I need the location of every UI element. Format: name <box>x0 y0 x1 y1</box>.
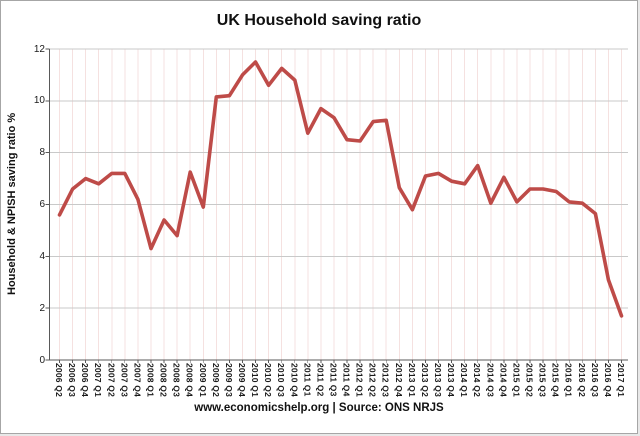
x-tick-label: 2006 Q4 <box>80 363 91 398</box>
saving-ratio-line <box>57 60 624 318</box>
y-tick-label: 10 <box>33 95 45 107</box>
y-tick-label: 8 <box>39 147 45 159</box>
x-tick-label: 2008 Q4 <box>184 363 195 398</box>
y-tick-label: 4 <box>39 250 45 262</box>
chart-title: UK Household saving ratio <box>216 12 422 29</box>
x-tick-label: 2014 Q2 <box>472 363 483 398</box>
y-tick-label: 2 <box>39 302 45 314</box>
x-tick-label: 2011 Q1 <box>302 363 313 397</box>
x-tick-label: 2010 Q1 <box>250 363 261 398</box>
x-tick-label: 2013 Q2 <box>419 363 430 398</box>
x-tick-label: 2013 Q4 <box>446 363 457 398</box>
y-tick-label: 12 <box>33 43 45 55</box>
x-tick-label: 2013 Q1 <box>406 363 417 398</box>
x-tick-label: 2007 Q1 <box>93 363 104 398</box>
x-tick-label: 2010 Q2 <box>263 363 274 398</box>
x-tick-label: 2016 Q3 <box>589 363 600 398</box>
x-tick-label: 2011 Q3 <box>328 363 339 397</box>
x-tick-label: 2009 Q2 <box>210 363 221 398</box>
x-tick-label: 2006 Q2 <box>54 363 64 398</box>
x-tick-label: 2011 Q2 <box>315 363 326 397</box>
x-tick-label: 2009 Q1 <box>197 363 208 398</box>
x-tick-label: 2010 Q4 <box>289 363 300 398</box>
x-tick-label: 2016 Q2 <box>576 363 587 398</box>
x-tick-label: 2007 Q3 <box>119 363 130 398</box>
x-tick-label: 2014 Q1 <box>459 363 470 398</box>
x-tick-label: 2013 Q3 <box>433 363 444 398</box>
x-tick-label: 2014 Q4 <box>498 363 509 398</box>
x-tick-label: 2010 Q3 <box>276 363 287 398</box>
x-tick-label: 2012 Q4 <box>393 363 404 398</box>
x-tick-label: 2009 Q4 <box>236 363 247 398</box>
x-tick-label: 2015 Q4 <box>550 363 561 398</box>
x-tick-label: 2009 Q3 <box>223 363 234 398</box>
x-tick-label: 2015 Q2 <box>524 363 535 398</box>
x-tick-label: 2016 Q4 <box>602 363 613 398</box>
x-tick-label: 2007 Q2 <box>106 363 117 398</box>
x-tick-label: 2012 Q2 <box>367 363 378 398</box>
x-tick-label: 2008 Q2 <box>158 363 169 398</box>
x-tick-label: 2015 Q3 <box>537 363 548 398</box>
x-tick-label: 2006 Q3 <box>67 363 78 398</box>
x-tick-label: 2008 Q3 <box>171 363 182 398</box>
x-tick-label: 2008 Q1 <box>145 363 156 398</box>
source-caption: www.economicshelp.org | Source: ONS NRJS <box>194 402 444 414</box>
x-tick-label: 2012 Q1 <box>354 363 365 398</box>
x-tick-label: 2007 Q4 <box>132 363 143 398</box>
x-tick-label: 2015 Q1 <box>511 363 522 398</box>
y-tick-label: 6 <box>39 199 45 210</box>
x-tick-label: 2017 Q1 <box>616 363 626 398</box>
x-tick-label: 2012 Q3 <box>380 363 391 398</box>
x-tick-label: 2011 Q4 <box>341 363 352 397</box>
x-tick-label: 2014 Q3 <box>485 363 496 398</box>
y-tick-label: 0 <box>39 354 45 366</box>
x-tick-label: 2016 Q1 <box>563 363 574 398</box>
